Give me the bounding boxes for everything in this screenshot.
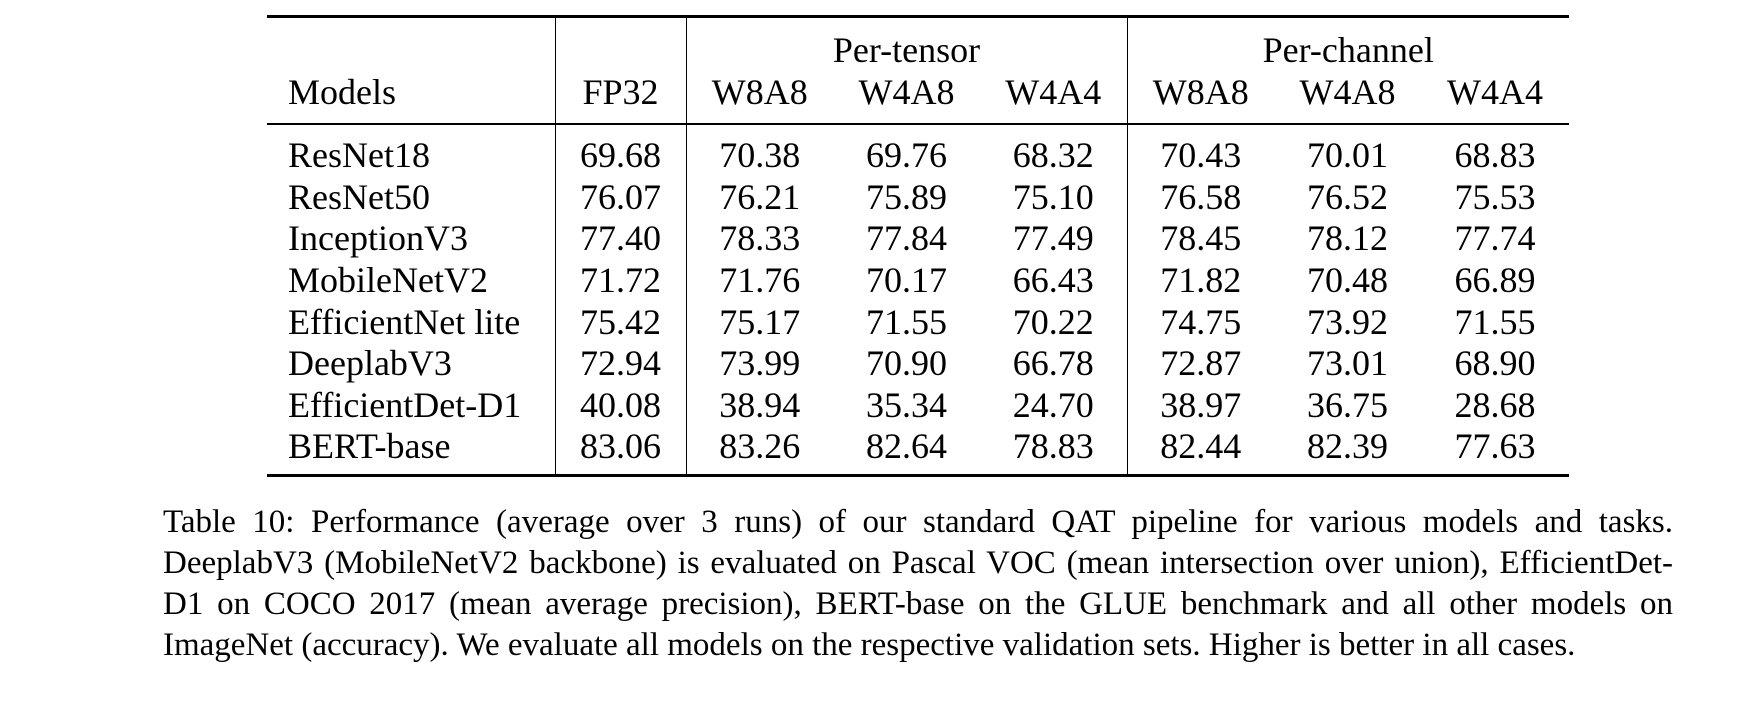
value-cell: 70.43 <box>1126 124 1275 177</box>
table-body: Per-tensor Per-channel Models FP32 W8A8 W4A… <box>267 16 1570 476</box>
value-cell: 78.33 <box>685 218 833 260</box>
value-cell: 73.01 <box>1307 343 1389 384</box>
value-cell: 71.55 <box>1454 301 1536 342</box>
value-cell: 75.53 <box>1454 176 1536 217</box>
value-cell: 70.48 <box>1307 259 1389 300</box>
value-cell: 70.01 <box>1307 135 1389 176</box>
group-header-row: Per-tensor Per-channel <box>267 16 1570 72</box>
value-cell: 74.75 <box>1126 301 1275 344</box>
value-cell: 76.58 <box>1126 176 1275 219</box>
value-cell: 71.82 <box>1126 259 1275 302</box>
value-cell: 66.89 <box>1454 259 1536 300</box>
empty-cell <box>267 17 555 72</box>
value-cell: 38.94 <box>685 384 833 427</box>
caption-text: Performance (average over 3 runs) of our… <box>163 504 1674 663</box>
value-cell: 77.49 <box>1012 218 1094 259</box>
value-cell: 73.99 <box>685 343 833 385</box>
table-row: ResNet50 76.07 76.21 75.89 75.10 76.58 76.52 75… <box>267 176 1569 219</box>
value-cell: 75.89 <box>866 176 947 217</box>
group-header: Per-tensor <box>685 16 1128 72</box>
group-header: Per-channel <box>1126 16 1570 72</box>
value-cell: 73.92 <box>1307 301 1389 342</box>
column-header: FP32 <box>554 71 686 126</box>
column-header-row: Models FP32 W8A8 W4A8 W4A4 W8A8 W4A8 W4A4 <box>267 71 1570 126</box>
value-cell: 24.70 <box>1012 384 1094 425</box>
model-name: MobileNetV2 <box>288 259 488 300</box>
table-row: InceptionV3 77.40 78.33 77.84 77.49 78.45 78.1… <box>267 218 1569 260</box>
value-cell: 28.68 <box>1454 384 1536 425</box>
column-header: W4A4 <box>980 71 1128 126</box>
column-header: W8A8 <box>685 71 833 126</box>
value-cell: 82.44 <box>1126 426 1275 476</box>
empty-cell <box>554 16 686 72</box>
value-cell: 77.84 <box>866 218 947 259</box>
value-cell: 68.83 <box>1454 135 1536 176</box>
value-cell: 70.38 <box>685 124 833 177</box>
value-cell: 76.21 <box>685 176 833 219</box>
value-cell: 77.74 <box>1454 218 1536 259</box>
value-cell: 69.68 <box>554 124 686 177</box>
value-cell: 70.90 <box>866 343 947 384</box>
column-header: W4A8 <box>1274 71 1422 126</box>
value-cell: 66.78 <box>1012 343 1094 384</box>
value-cell: 71.55 <box>866 301 947 342</box>
value-cell: 72.94 <box>554 343 686 385</box>
caption-label: Table 10: <box>163 504 295 540</box>
value-cell: 69.76 <box>866 135 947 176</box>
value-cell: 40.08 <box>554 384 686 427</box>
value-cell: 72.87 <box>1126 343 1275 385</box>
value-cell: 70.22 <box>1012 301 1094 342</box>
model-name: DeeplabV3 <box>288 343 452 384</box>
table-row: DeeplabV3 72.94 73.99 70.90 66.78 72.87 73.01 6… <box>267 343 1569 385</box>
value-cell: 82.39 <box>1307 426 1389 467</box>
value-cell: 38.97 <box>1126 384 1275 427</box>
table-row: EfficientNet lite 75.42 75.17 71.55 70.22 74.… <box>267 301 1569 344</box>
model-name: BERT-base <box>288 426 451 467</box>
table-row: BERT-base 83.06 83.26 82.64 78.83 82.44 82.39 7… <box>267 426 1569 476</box>
model-name: InceptionV3 <box>288 218 468 259</box>
model-name: EfficientNet lite <box>288 301 521 342</box>
value-cell: 82.64 <box>866 426 947 467</box>
table-row: MobileNetV2 71.72 71.76 70.17 66.43 71.82 70.4… <box>267 259 1569 302</box>
value-cell: 75.17 <box>685 301 833 344</box>
column-header: W4A4 <box>1421 71 1570 126</box>
value-cell: 70.17 <box>866 259 947 300</box>
model-name: ResNet50 <box>288 176 430 217</box>
value-cell: 68.32 <box>1012 135 1094 176</box>
table-row: EfficientDet-D1 40.08 38.94 35.34 24.70 38.97… <box>267 384 1569 427</box>
value-cell: 75.10 <box>1012 176 1094 217</box>
column-header: Models <box>267 71 555 126</box>
value-cell: 76.52 <box>1307 176 1389 217</box>
model-name: ResNet18 <box>288 135 430 176</box>
column-header: W8A8 <box>1126 71 1275 126</box>
value-cell: 83.06 <box>554 426 686 476</box>
column-header: W4A8 <box>833 71 980 126</box>
value-cell: 78.12 <box>1307 218 1389 259</box>
value-cell: 71.72 <box>554 259 686 302</box>
caption: Table 10: Performance (average over 3 ru… <box>163 502 1673 666</box>
value-cell: 76.07 <box>554 176 686 219</box>
value-cell: 36.75 <box>1307 384 1389 425</box>
value-cell: 83.26 <box>685 426 833 476</box>
value-cell: 66.43 <box>1012 259 1094 300</box>
value-cell: 75.42 <box>554 301 686 344</box>
value-cell: 77.40 <box>554 218 686 260</box>
results-table: Per-tensor Per-channel Models FP32 W8A8 W4A… <box>267 15 1570 477</box>
model-name: EfficientDet-D1 <box>288 384 522 425</box>
value-cell: 68.90 <box>1454 343 1536 384</box>
value-cell: 78.83 <box>1012 426 1094 467</box>
value-cell: 78.45 <box>1126 218 1275 260</box>
table-row: ResNet18 69.68 70.38 69.76 68.32 70.43 70.01 68… <box>267 124 1569 177</box>
value-cell: 35.34 <box>866 384 947 425</box>
value-cell: 71.76 <box>685 259 833 302</box>
value-cell: 77.63 <box>1454 426 1536 467</box>
